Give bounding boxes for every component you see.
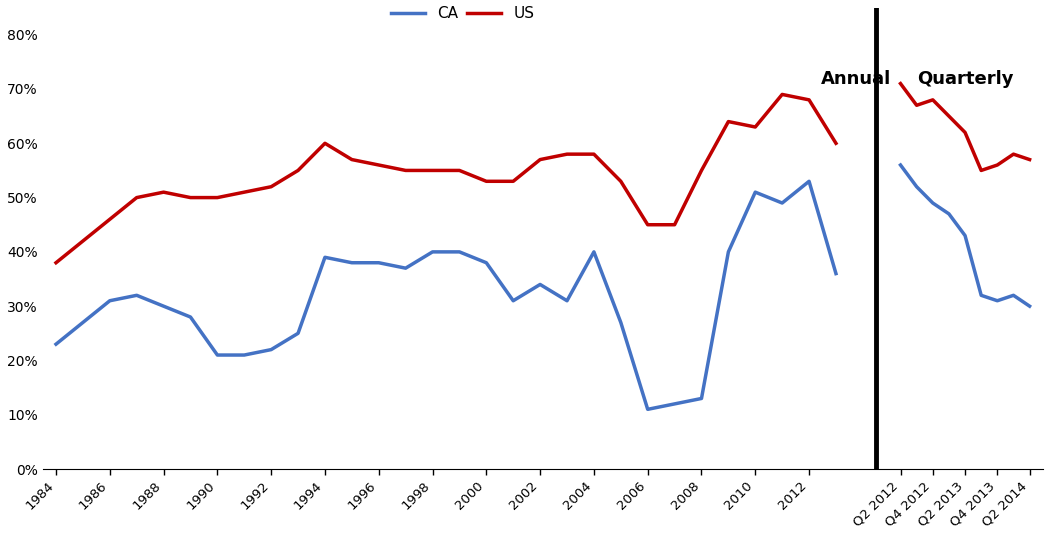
CA (507, 297, 520, 304)
US (830, 140, 842, 146)
US (561, 151, 573, 158)
CA (49, 341, 62, 347)
CA (695, 395, 708, 401)
CA (238, 352, 251, 358)
CA (533, 281, 546, 288)
CA (318, 254, 331, 260)
CA (399, 265, 412, 271)
CA (184, 314, 196, 320)
CA (642, 406, 654, 413)
CA (211, 352, 224, 358)
CA (830, 270, 842, 277)
CA (668, 401, 680, 407)
Legend: CA, US: CA, US (392, 6, 534, 21)
CA (373, 259, 385, 266)
Line: US: US (56, 94, 836, 263)
US (533, 157, 546, 163)
US (722, 118, 735, 125)
US (399, 167, 412, 174)
US (104, 216, 117, 222)
US (345, 157, 358, 163)
US (77, 238, 89, 244)
US (373, 162, 385, 168)
CA (480, 259, 492, 266)
Text: Quarterly: Quarterly (917, 70, 1013, 88)
CA (130, 292, 143, 299)
CA (588, 249, 601, 255)
US (318, 140, 331, 146)
CA (749, 189, 761, 196)
US (184, 195, 196, 201)
US (454, 167, 466, 174)
US (507, 178, 520, 184)
US (130, 195, 143, 201)
Line: CA: CA (56, 181, 836, 410)
US (49, 259, 62, 266)
US (238, 189, 251, 196)
US (480, 178, 492, 184)
CA (561, 297, 573, 304)
US (776, 91, 789, 98)
Text: Annual: Annual (821, 70, 891, 88)
US (695, 167, 708, 174)
US (668, 221, 680, 228)
US (292, 167, 304, 174)
US (614, 178, 627, 184)
US (158, 189, 170, 196)
CA (158, 303, 170, 309)
US (426, 167, 439, 174)
US (265, 183, 277, 190)
CA (776, 200, 789, 206)
US (211, 195, 224, 201)
US (588, 151, 601, 158)
CA (614, 319, 627, 326)
CA (345, 259, 358, 266)
CA (454, 249, 466, 255)
CA (426, 249, 439, 255)
CA (722, 249, 735, 255)
US (803, 96, 816, 103)
CA (77, 319, 89, 326)
CA (803, 178, 816, 184)
CA (104, 297, 117, 304)
US (642, 221, 654, 228)
US (749, 124, 761, 130)
CA (265, 346, 277, 353)
CA (292, 330, 304, 337)
